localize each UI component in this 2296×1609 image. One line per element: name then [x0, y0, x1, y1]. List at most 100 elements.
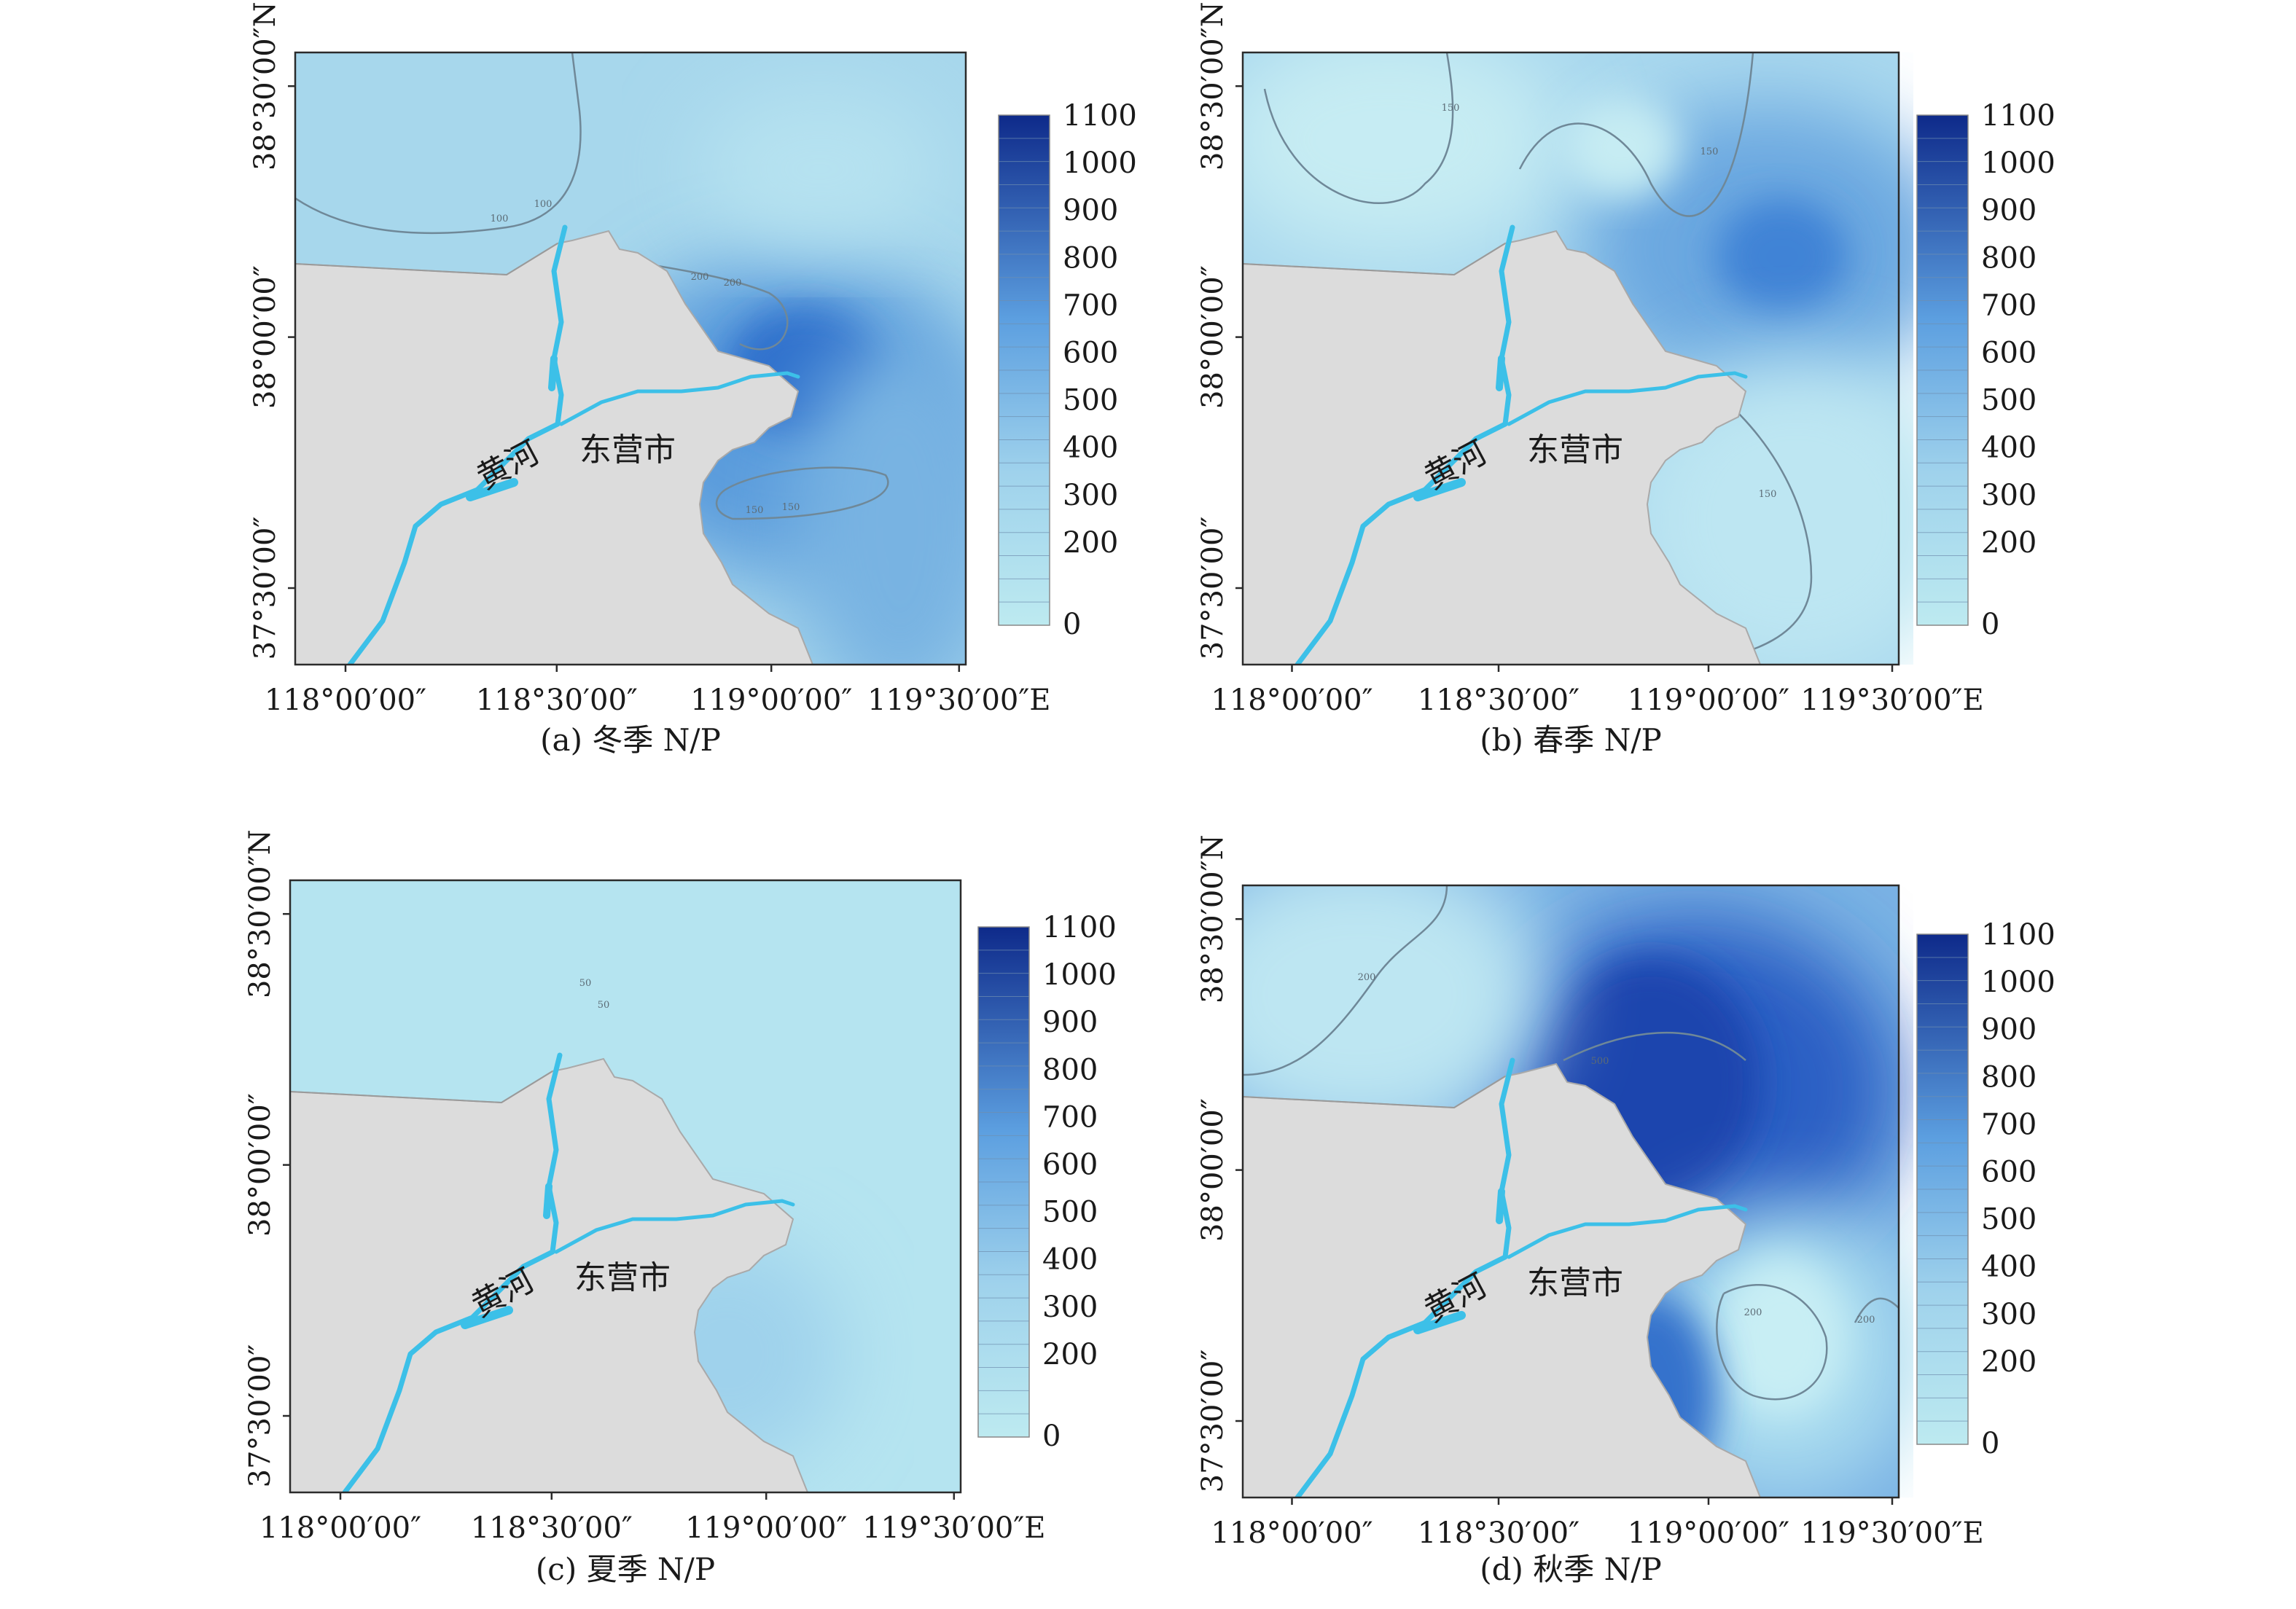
contour-line: [715, 466, 889, 520]
legend-tick-label: 400: [1981, 1250, 2037, 1284]
lat-tick-label: 38°30′00″N: [249, 1, 282, 171]
lat-tick-label: 37°30′00″: [249, 517, 282, 660]
map-frame: [1241, 51, 1900, 666]
lon-tick-label: 119°00′00″: [1628, 1516, 1789, 1550]
legend-tick-label: 1100: [1981, 918, 2055, 952]
lon-tick-label: 119°30′00″E: [862, 1511, 1045, 1545]
lat-tick-label: 38°00′00″: [1196, 1098, 1230, 1242]
legend-tick-label: 200: [1981, 526, 2037, 560]
city-label: 东营市: [579, 431, 676, 469]
panel-c: 505050黄河东营市 118°00′00″ 118°30′00″ 119°00′00…: [243, 829, 1117, 1587]
lat-tick-label: 38°30′00″N: [1196, 1, 1230, 171]
contour-line: [1243, 885, 1448, 1076]
legend-tick-label: 500: [1063, 384, 1118, 418]
contour-label: 50: [598, 1000, 610, 1011]
lon-tick-label: 118°00′00″: [259, 1511, 421, 1545]
legend-tick-label: 500: [1042, 1196, 1098, 1229]
contour-label: 200: [1857, 1315, 1875, 1326]
lon-tick-label: 118°30′00″: [1418, 1516, 1580, 1550]
lon-tick-label: 118°30′00″: [471, 1511, 633, 1545]
contour-label: 500: [1591, 1056, 1609, 1067]
contour-label: 100: [491, 214, 509, 224]
lat-tick-label: 38°00′00″: [1196, 265, 1230, 409]
contour-line: [1716, 1283, 1828, 1401]
lat-tick-label: 38°00′00″: [243, 1093, 277, 1237]
legend-tick-label: 1000: [1042, 958, 1117, 992]
legend-tick-label: 200: [1042, 1338, 1098, 1371]
legend-tick-label: 900: [1981, 194, 2037, 227]
legend-tick-label: 600: [1981, 337, 2037, 370]
legend-tick-label: 0: [1981, 1427, 1999, 1460]
lon-tick-label: 119°00′00″: [685, 1511, 847, 1545]
contour-label: 150: [782, 502, 800, 513]
legend-tick-label: 200: [1063, 526, 1118, 560]
lat-tick-label: 37°30′00″: [243, 1344, 277, 1488]
legend-tick-label: 800: [1981, 241, 2037, 275]
legend-tick-label: 700: [1063, 289, 1118, 322]
legend-tick-label: 1100: [1063, 99, 1137, 133]
legend-tick-label: 400: [1063, 431, 1118, 465]
legend-tick-label: 1000: [1063, 146, 1137, 180]
legend-tick-label: 800: [1042, 1053, 1098, 1087]
map-frame: [1241, 884, 1900, 1499]
contour-label: 150: [1442, 103, 1460, 114]
lon-tick-label: 119°00′00″: [690, 684, 852, 717]
lon-tick-label: 118°00′00″: [265, 684, 426, 717]
color-legend: 1100 1000 900 800 700 600 500 400 300 200 0: [977, 911, 1117, 1453]
contour-label: 200: [1358, 972, 1376, 983]
contour-line: [1263, 52, 1454, 204]
lon-tick-label: 119°00′00″: [1628, 684, 1789, 717]
panel-caption: (d) 秋季 N/P: [1480, 1551, 1662, 1587]
legend-tick-label: 1000: [1981, 966, 2055, 999]
color-legend: 1100 1000 900 800 700 600 500 400 300 200 0: [1916, 918, 2055, 1460]
lat-tick-label: 37°30′00″: [1196, 517, 1230, 660]
panel-caption: (c) 夏季 N/P: [536, 1551, 715, 1587]
lon-tick-label: 119°30′00″E: [1800, 1516, 1983, 1550]
lon-tick-label: 118°00′00″: [1211, 1516, 1372, 1550]
contour-line: [295, 52, 582, 235]
legend-tick-label: 800: [1981, 1060, 2037, 1094]
map-frame: [289, 879, 962, 1494]
panel-caption: (a) 冬季 N/P: [540, 722, 721, 758]
lat-tick-label: 38°30′00″N: [1196, 834, 1230, 1003]
contour-line: [1563, 1031, 1746, 1062]
legend-tick-label: 800: [1063, 241, 1118, 275]
legend-tick-label: 300: [1981, 1298, 2037, 1331]
legend-tick-label: 1100: [1042, 911, 1117, 944]
city-label: 东营市: [574, 1259, 671, 1296]
lon-tick-label: 119°30′00″E: [1800, 684, 1983, 717]
legend-tick-label: 300: [1042, 1291, 1098, 1324]
legend-tick-label: 700: [1042, 1100, 1098, 1134]
legend-tick-label: 700: [1981, 289, 2037, 322]
legend-tick-label: 600: [1063, 337, 1118, 370]
legend-tick-label: 1000: [1981, 146, 2055, 180]
contour-label: 150: [1759, 489, 1777, 500]
contour-label: 100: [534, 199, 552, 210]
contour-label: 200: [1744, 1307, 1762, 1318]
lon-tick-label: 118°00′00″: [1211, 684, 1372, 717]
legend-tick-label: 0: [1042, 1420, 1061, 1453]
contour-label: 200: [691, 272, 709, 283]
legend-tick-label: 900: [1981, 1013, 2037, 1046]
map-area: 505050黄河东营市: [289, 879, 962, 1494]
legend-tick-label: 400: [1981, 431, 2037, 465]
color-legend: 1100 1000 900 800 700 600 500 400 300 200 0: [998, 99, 1137, 641]
legend-tick-label: 0: [1981, 608, 1999, 641]
legend-tick-label: 500: [1981, 384, 2037, 418]
lat-tick-label: 37°30′00″: [1196, 1350, 1230, 1493]
panel-caption: (b) 春季 N/P: [1480, 722, 1662, 758]
contour-label: 200: [724, 278, 742, 289]
legend-tick-label: 600: [1981, 1156, 2037, 1189]
lat-tick-label: 38°30′00″N: [243, 829, 277, 998]
legend-tick-label: 300: [1981, 479, 2037, 512]
lon-tick-label: 119°30′00″E: [867, 684, 1050, 717]
legend-tick-label: 900: [1063, 194, 1118, 227]
lat-tick-label: 38°00′00″: [249, 265, 282, 409]
legend-tick-label: 300: [1063, 479, 1118, 512]
contour-line: [1854, 1297, 1899, 1323]
